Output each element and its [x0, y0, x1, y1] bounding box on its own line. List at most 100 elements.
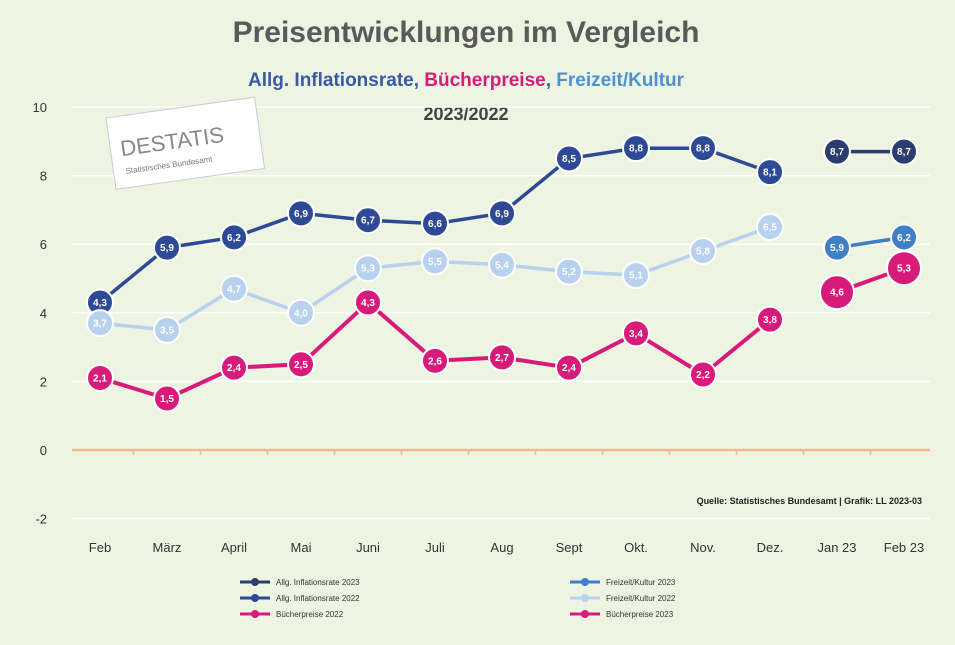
data-point: 5,9: [823, 233, 851, 262]
data-label: 5,9: [160, 243, 174, 254]
chart-subtitle: Allg. Inflationsrate, Bücherpreise, Frei…: [248, 70, 685, 91]
y-axis-ticks: 10 8 6 4 2 0 -2: [33, 100, 47, 527]
data-point: 3,5: [153, 315, 181, 344]
data-marker: [886, 250, 922, 287]
data-label: 8,7: [830, 147, 844, 158]
x-tick-label: Feb: [89, 540, 111, 555]
data-marker: [421, 209, 449, 238]
data-label: 5,5: [428, 257, 442, 268]
data-point: 4,3: [354, 288, 382, 317]
data-point: 6,6: [421, 209, 449, 238]
x-tick-label: Nov.: [690, 540, 716, 555]
data-point: 3,7: [86, 309, 114, 338]
data-label: 2,2: [696, 370, 710, 381]
y-tick-label: 0: [40, 443, 47, 458]
data-point: 1,5: [153, 384, 181, 413]
subtitle-sep-1: ,: [414, 70, 425, 91]
legend-swatch-marker: [581, 610, 589, 618]
data-label: 4,7: [227, 284, 241, 295]
data-marker: [153, 384, 181, 413]
x-tick-label: Dez.: [757, 540, 784, 555]
data-label: 4,6: [830, 288, 844, 299]
data-point: 5,3: [354, 254, 382, 283]
data-label: 3,7: [93, 319, 107, 330]
data-marker: [354, 288, 382, 317]
data-point: 4,0: [287, 298, 315, 327]
data-point: 2,4: [555, 353, 583, 382]
data-label: 2,1: [93, 373, 107, 384]
data-point: 5,9: [153, 233, 181, 262]
data-marker: [555, 257, 583, 286]
data-label: 2,4: [562, 363, 576, 374]
data-point: 2,2: [689, 360, 717, 389]
data-label: 5,2: [562, 267, 576, 278]
x-tick-label: Mai: [291, 540, 312, 555]
data-marker: [689, 237, 717, 266]
data-point: 5,3: [886, 250, 922, 287]
data-label: 4,0: [294, 308, 308, 319]
chart-title: Preisentwicklungen im Vergleich: [233, 16, 700, 49]
data-marker: [756, 213, 784, 242]
source-note: Quelle: Statistisches Bundesamt | Grafik…: [697, 496, 922, 506]
logo-text-de: DE: [119, 132, 153, 161]
data-point: 6,9: [488, 199, 516, 228]
data-point: 6,7: [354, 206, 382, 235]
data-label: 6,9: [294, 209, 308, 220]
data-marker: [890, 137, 918, 166]
data-marker: [689, 134, 717, 163]
data-marker: [488, 343, 516, 372]
data-marker: [354, 254, 382, 283]
legend-label: Allg. Inflationsrate 2023: [276, 578, 360, 587]
data-point: 5,8: [689, 237, 717, 266]
x-axis-ticks: Feb März April Mai Juni Juli Aug Sept Okt. Nov. De…: [89, 540, 924, 555]
data-label: 3,4: [629, 329, 643, 340]
data-marker: [622, 319, 650, 348]
data-point: 2,5: [287, 350, 315, 379]
y-tick-label: 10: [33, 100, 47, 115]
data-label: 8,5: [562, 154, 576, 165]
y-tick-label: 4: [40, 306, 47, 321]
data-point: 4,7: [220, 274, 248, 303]
data-point: 6,9: [287, 199, 315, 228]
data-marker: [287, 298, 315, 327]
data-marker: [756, 305, 784, 334]
data-marker: [488, 199, 516, 228]
data-label: 2,4: [227, 363, 241, 374]
legend-item: Bücherpreise 2023: [570, 610, 674, 619]
data-label: 3,5: [160, 325, 174, 336]
x-tick-label: Jan 23: [817, 540, 856, 555]
data-marker: [354, 206, 382, 235]
data-label: 6,2: [227, 233, 241, 244]
data-point: 3,4: [622, 319, 650, 348]
data-marker: [421, 346, 449, 375]
data-point: 6,5: [756, 213, 784, 242]
data-marker: [819, 274, 855, 311]
data-label: 3,8: [763, 315, 777, 326]
data-label: 2,7: [495, 353, 509, 364]
legend-swatch-marker: [251, 578, 259, 586]
data-marker: [220, 223, 248, 252]
subtitle-part-inflation: Allg. Inflationsrate: [248, 70, 414, 91]
y-tick-label: 6: [40, 237, 47, 252]
legend-item: Freizeit/Kultur 2023: [570, 578, 676, 587]
data-marker: [756, 158, 784, 187]
data-marker: [153, 233, 181, 262]
data-label: 5,3: [897, 264, 911, 275]
data-marker: [220, 274, 248, 303]
logo-card: [105, 96, 266, 190]
data-marker: [153, 315, 181, 344]
data-marker: [287, 199, 315, 228]
data-label: 4,3: [93, 298, 107, 309]
legend-item: Bücherpreise 2022: [240, 610, 344, 619]
data-point: 2,1: [86, 363, 114, 392]
legend-item: Freizeit/Kultur 2022: [570, 594, 676, 603]
data-point: 2,6: [421, 346, 449, 375]
x-tick-label: Okt.: [624, 540, 648, 555]
data-label: 8,1: [763, 168, 777, 179]
data-label: 1,5: [160, 394, 174, 405]
legend-label: Bücherpreise 2023: [606, 610, 674, 619]
data-marker: [488, 250, 516, 279]
data-label: 6,7: [361, 216, 375, 227]
data-marker: [622, 261, 650, 290]
